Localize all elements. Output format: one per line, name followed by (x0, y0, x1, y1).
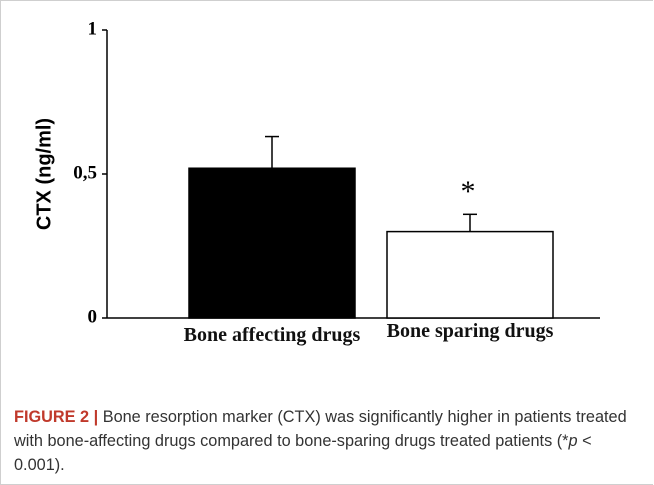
caption-label: FIGURE 2 | (14, 408, 99, 426)
bar (188, 167, 356, 319)
y-tick-label: 1 (88, 18, 98, 39)
caption: FIGURE 2 | Bone resorption marker (CTX) … (14, 405, 639, 477)
annotation: * (461, 175, 476, 208)
caption-text: < 0.001). (14, 432, 592, 474)
y-axis-label: CTX (ng/ml) (33, 118, 55, 230)
x-tick-label: Bone affecting drugs (183, 324, 361, 346)
caption-italic: p (568, 432, 578, 450)
chart: CTX (ng/ml) 0 0,5 1 * (33, 18, 600, 327)
bar (386, 230, 554, 319)
x-tick-label: Bone sparing drugs (386, 320, 554, 342)
y-tick-label: 0,5 (73, 162, 97, 183)
caption-text: Bone resorption marker (CTX) was signifi… (14, 408, 627, 450)
y-tick-label: 0 (88, 306, 98, 327)
